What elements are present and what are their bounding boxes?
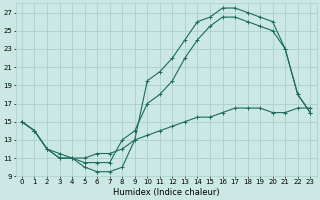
X-axis label: Humidex (Indice chaleur): Humidex (Indice chaleur) <box>113 188 220 197</box>
